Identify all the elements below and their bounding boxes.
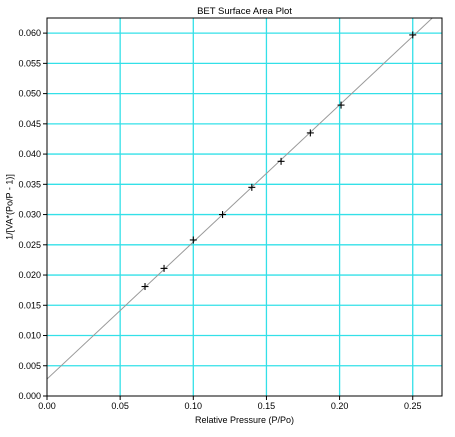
y-tick-label: 0.025	[18, 240, 41, 250]
x-tick-label: 0.00	[38, 401, 56, 411]
x-tick-label: 0.05	[111, 401, 129, 411]
x-tick-label: 0.20	[331, 401, 349, 411]
y-tick-label: 0.050	[18, 89, 41, 99]
fit-layer	[47, 18, 434, 380]
y-tick-label: 0.040	[18, 149, 41, 159]
y-tick-label: 0.030	[18, 210, 41, 220]
x-tick-label: 0.10	[185, 401, 203, 411]
data-point	[409, 31, 417, 39]
y-tick-label: 0.035	[18, 179, 41, 189]
chart-title: BET Surface Area Plot	[197, 6, 292, 17]
y-tick-label: 0.015	[18, 300, 41, 310]
y-tick-label: 0.045	[18, 119, 41, 129]
data-point	[141, 283, 149, 291]
x-tick-label: 0.15	[258, 401, 276, 411]
data-point	[277, 157, 285, 165]
data-point	[189, 236, 197, 244]
x-axis-title: Relative Pressure (P/Po)	[195, 415, 294, 425]
marker-layer	[141, 31, 417, 291]
y-tick-label: 0.010	[18, 331, 41, 341]
data-point	[306, 129, 314, 137]
y-tick-label: 0.060	[18, 28, 41, 38]
y-axis-title: 1/[VA*(Po/P - 1)]	[4, 174, 14, 240]
grid-layer	[47, 18, 442, 396]
y-tick-label: 0.005	[18, 361, 41, 371]
data-point	[337, 101, 345, 109]
plot-frame	[46, 17, 443, 397]
fit-line	[47, 18, 434, 380]
tick-layer: 0.00 0.05 0.10 0.15 0.20 0.25 0.000 0.005 0.010 0…	[18, 28, 421, 411]
data-point	[248, 183, 256, 191]
y-tick-label: 0.055	[18, 58, 41, 68]
y-tick-label: 0.020	[18, 270, 41, 280]
data-point	[160, 264, 168, 272]
data-point	[219, 211, 227, 219]
y-tick-label: 0.000	[18, 391, 41, 401]
x-tick-label: 0.25	[404, 401, 422, 411]
